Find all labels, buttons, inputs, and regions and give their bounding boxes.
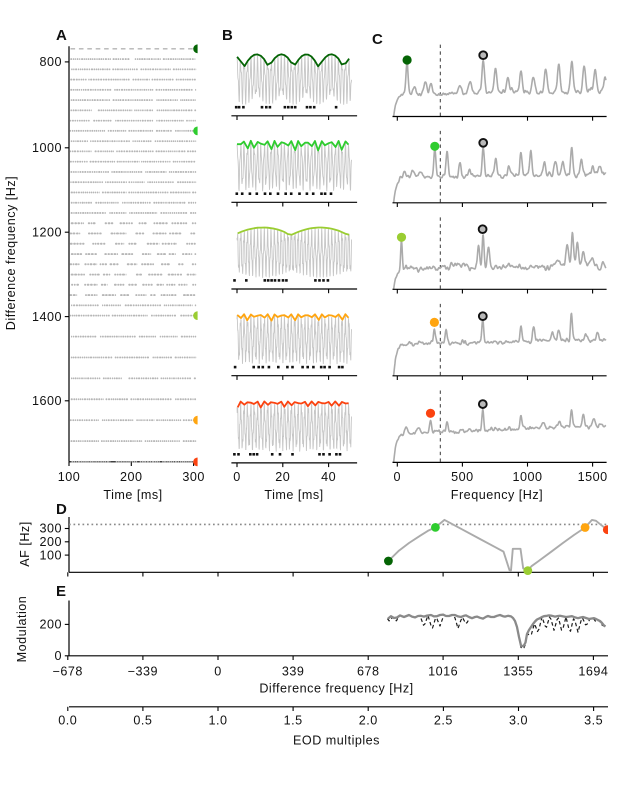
svg-text:0: 0 [214, 664, 222, 678]
svg-text:1200: 1200 [32, 225, 62, 239]
svg-text:200: 200 [120, 470, 143, 484]
svg-text:339: 339 [282, 664, 305, 678]
svg-text:1355: 1355 [503, 664, 533, 678]
svg-text:1600: 1600 [32, 394, 62, 408]
svg-text:C: C [372, 31, 383, 48]
svg-text:A: A [56, 27, 67, 44]
svg-text:2.0: 2.0 [359, 714, 378, 728]
svg-text:1694: 1694 [578, 664, 608, 678]
svg-text:Frequency [Hz]: Frequency [Hz] [451, 488, 543, 502]
svg-text:E: E [56, 583, 66, 600]
svg-text:200: 200 [39, 618, 62, 632]
svg-text:B: B [222, 27, 233, 44]
svg-text:300: 300 [182, 470, 205, 484]
svg-text:1000: 1000 [512, 470, 542, 484]
svg-text:Modulation: Modulation [15, 596, 29, 663]
svg-text:678: 678 [357, 664, 380, 678]
svg-text:1000: 1000 [32, 141, 62, 155]
svg-text:EOD multiples: EOD multiples [293, 734, 380, 748]
svg-text:500: 500 [451, 470, 474, 484]
svg-text:300: 300 [39, 522, 62, 536]
svg-text:Difference frequency [Hz]: Difference frequency [Hz] [4, 176, 18, 330]
svg-text:2.5: 2.5 [434, 714, 453, 728]
svg-text:0: 0 [394, 470, 402, 484]
svg-text:0.0: 0.0 [58, 714, 77, 728]
svg-text:−339: −339 [128, 664, 158, 678]
svg-text:Difference frequency [Hz]: Difference frequency [Hz] [259, 682, 413, 696]
svg-text:200: 200 [39, 535, 62, 549]
svg-text:−678: −678 [53, 664, 83, 678]
svg-text:3.5: 3.5 [584, 714, 603, 728]
svg-text:D: D [56, 501, 67, 518]
svg-text:20: 20 [275, 470, 290, 484]
svg-text:0.5: 0.5 [133, 714, 152, 728]
svg-text:800: 800 [39, 55, 62, 69]
svg-text:1500: 1500 [578, 470, 608, 484]
svg-text:1.5: 1.5 [284, 714, 303, 728]
svg-text:3.0: 3.0 [509, 714, 528, 728]
svg-text:40: 40 [321, 470, 336, 484]
svg-text:0: 0 [54, 649, 62, 663]
svg-text:100: 100 [39, 548, 62, 562]
svg-text:100: 100 [58, 470, 81, 484]
svg-text:1.0: 1.0 [208, 714, 227, 728]
svg-text:AF [Hz]: AF [Hz] [18, 521, 32, 566]
svg-text:1400: 1400 [32, 310, 62, 324]
svg-text:Time [ms]: Time [ms] [264, 488, 323, 502]
svg-text:1016: 1016 [428, 664, 458, 678]
svg-text:Time [ms]: Time [ms] [103, 488, 162, 502]
svg-text:0: 0 [233, 470, 241, 484]
